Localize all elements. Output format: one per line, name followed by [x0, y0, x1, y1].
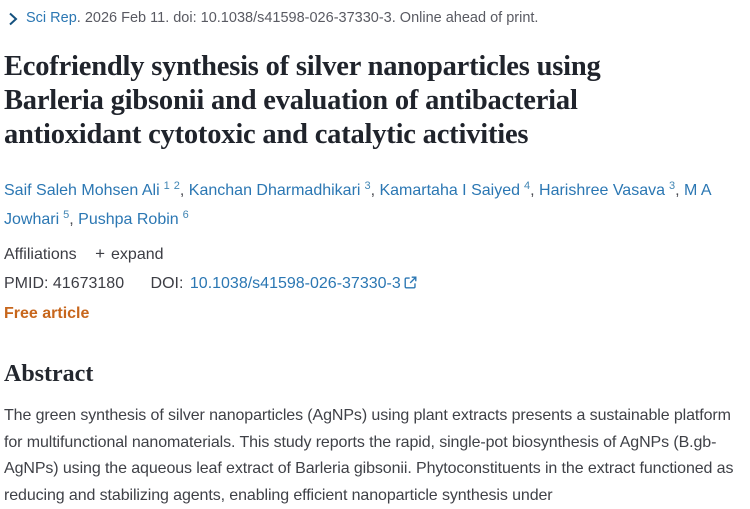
author-separator: ,: [69, 211, 79, 228]
article-title-line-1: Ecofriendly synthesis of silver nanopart…: [4, 51, 601, 82]
author-list: Saif Saleh Mohsen Ali 1 2, Kanchan Dharmad…: [4, 176, 746, 234]
author-affiliation-number: 6: [182, 208, 189, 221]
identifiers-row: PMID: 41673180 DOI: 10.1038/s41598-026-3…: [4, 273, 746, 295]
author-link[interactable]: Kanchan Dharmadhikari: [188, 182, 361, 199]
pmid-label: PMID:: [4, 275, 49, 292]
free-article-badge: Free article: [4, 305, 90, 322]
author-link[interactable]: M A Jowhari: [4, 182, 711, 228]
affiliations-label: Affiliations: [4, 246, 77, 263]
author-affiliation-number: 3: [669, 179, 676, 192]
journal-citation: Sci Rep. 2026 Feb 11. doi: 10.1038/s4159…: [4, 8, 746, 28]
expand-label: expand: [111, 246, 164, 263]
chevron-right-icon: [9, 12, 18, 25]
citation-details: . 2026 Feb 11. doi: 10.1038/s41598-026-3…: [76, 10, 539, 26]
author-link[interactable]: Pushpa Robin: [78, 211, 179, 228]
abstract-paragraph: The green synthesis of silver nanopartic…: [4, 407, 734, 504]
author-separator: ,: [179, 182, 189, 199]
article-title-line-2: Barleria gibsonii and evaluation of anti…: [4, 85, 578, 116]
author-separator: ,: [370, 182, 380, 199]
affiliations-row: Affiliations + expand: [4, 243, 746, 266]
author-separator: ,: [530, 182, 540, 199]
author-link[interactable]: Kamartaha I Saiyed: [379, 182, 520, 199]
expand-affiliations-button[interactable]: + expand: [95, 243, 163, 266]
author-separator: ,: [675, 182, 685, 199]
pmid-value: 41673180: [52, 275, 125, 292]
abstract-heading: Abstract: [4, 361, 94, 387]
author-affiliation-number: 1: [163, 179, 170, 192]
doi-label: DOI:: [150, 275, 184, 292]
plus-icon: +: [95, 244, 106, 263]
author-affiliation-number: 2: [173, 179, 180, 192]
author-link[interactable]: Harishree Vasava: [539, 182, 665, 199]
article-title-line-3: antioxidant cytotoxic and catalytic acti…: [4, 119, 529, 150]
journal-link[interactable]: Sci Rep: [26, 10, 77, 26]
doi-link[interactable]: 10.1038/s41598-026-37330-3: [189, 275, 401, 292]
author-affiliation-number: 3: [364, 179, 371, 192]
article-title: Ecofriendly synthesis of silver nanopart…: [4, 50, 746, 152]
external-link-icon: [404, 276, 417, 289]
author-affiliation-number: 5: [63, 208, 70, 221]
author-link[interactable]: Saif Saleh Mohsen Ali: [4, 182, 160, 199]
author-affiliation-number: 4: [524, 179, 531, 192]
journal-toggle-button[interactable]: [8, 12, 18, 26]
